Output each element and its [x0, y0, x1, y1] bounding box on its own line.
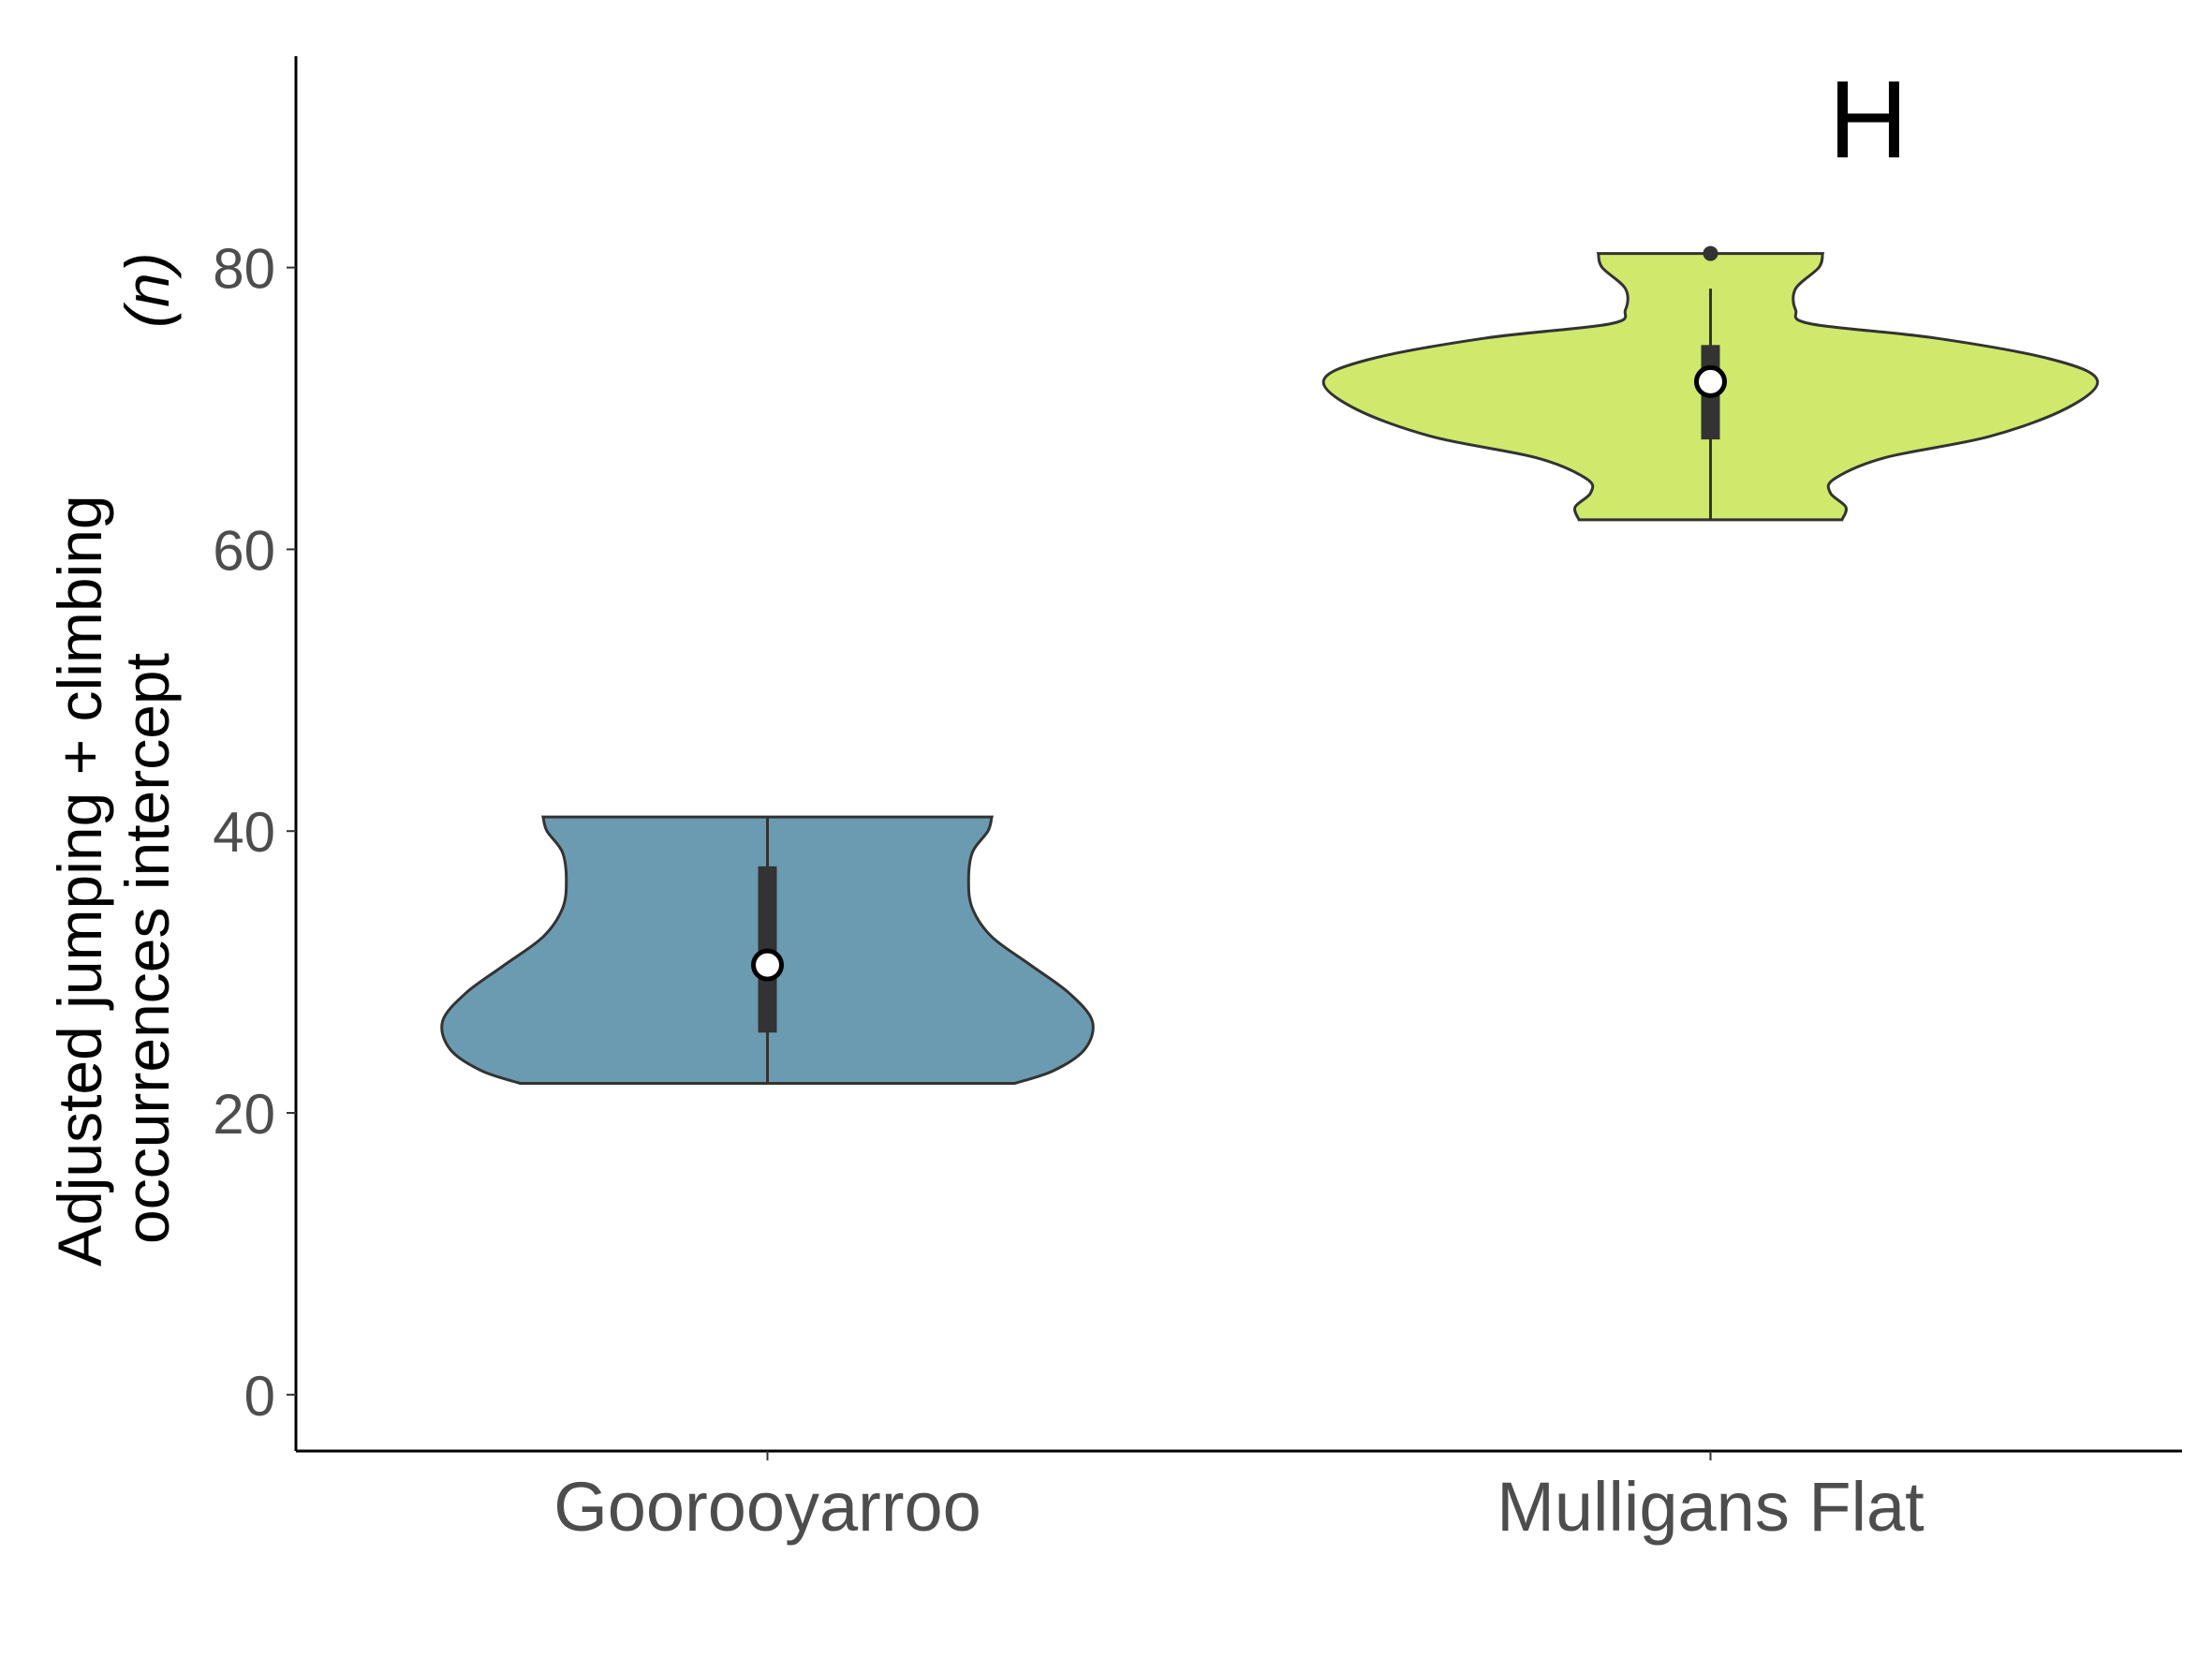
- panel-label: H: [1828, 58, 1908, 182]
- x-tick-label: Goorooyarroo: [553, 1468, 981, 1546]
- y-tick-label: 20: [213, 1083, 275, 1146]
- x-ticks: Goorooyarroo Mulligans Flat: [553, 1451, 1924, 1546]
- y-ticks: 0 20 40 60 80: [213, 238, 296, 1428]
- y-tick-label: 40: [213, 801, 275, 864]
- y-tick-label: 60: [213, 519, 275, 582]
- y-tick-label: 80: [213, 238, 275, 301]
- outlier-point: [1703, 245, 1718, 261]
- y-axis-title-line2: occurrences intercept: [112, 653, 182, 1244]
- y-axis-title-line1: Adjusted jumping + climbing: [45, 495, 114, 1266]
- violins-layer: [440, 245, 2100, 1085]
- x-tick-label: Mulligans Flat: [1497, 1468, 1924, 1546]
- y-axis-title: Adjusted jumping + climbing occurrences …: [45, 252, 182, 1266]
- median-point: [751, 948, 784, 982]
- y-tick-label: 0: [244, 1365, 275, 1428]
- median-point: [1694, 364, 1727, 398]
- y-axis-unit: (n): [112, 252, 182, 328]
